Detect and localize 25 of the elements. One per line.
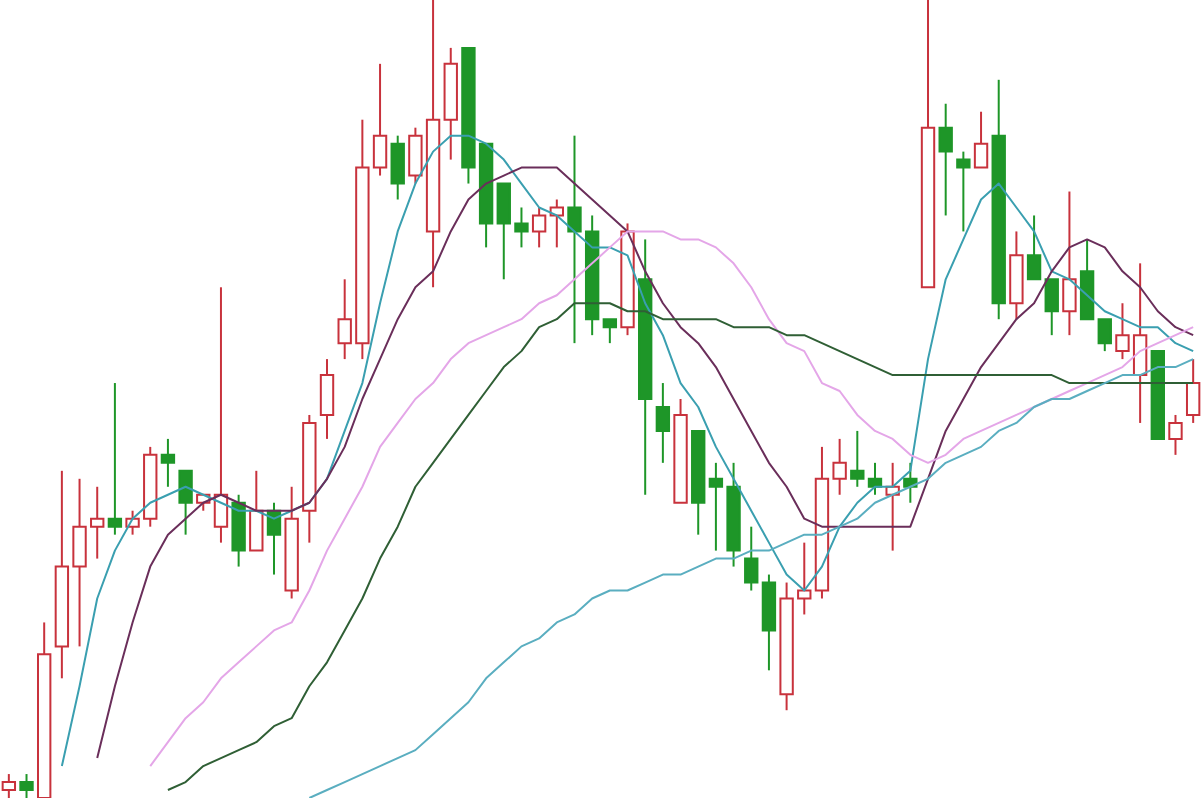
- candlestick: [531, 206, 547, 249]
- candlestick: [390, 134, 405, 201]
- candlestick: [850, 429, 865, 488]
- candlestick: [973, 110, 989, 169]
- candlestick: [956, 150, 971, 233]
- candlestick: [761, 573, 777, 672]
- candlestick: [1097, 318, 1112, 353]
- candlestick: [602, 318, 618, 345]
- candlestick: [249, 469, 264, 552]
- candlestick: [938, 102, 953, 217]
- candlestick: [231, 493, 246, 568]
- candlestick: [1026, 214, 1042, 281]
- candlestick: [319, 358, 335, 440]
- candlestick: [160, 437, 176, 488]
- candlestick: [178, 469, 193, 536]
- candlestick: [1009, 230, 1024, 321]
- candlestick: [1044, 278, 1059, 337]
- candlestick: [903, 461, 918, 504]
- candlestick: [1062, 190, 1077, 337]
- candlestick: [655, 382, 671, 464]
- candlestick: [1168, 413, 1183, 456]
- candlestick: [107, 382, 123, 536]
- candlestick: [19, 773, 34, 798]
- candlestick: [1079, 238, 1095, 321]
- candlestick: [744, 525, 759, 592]
